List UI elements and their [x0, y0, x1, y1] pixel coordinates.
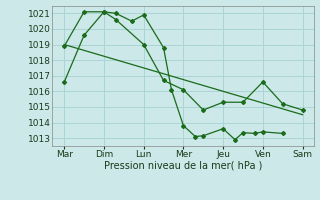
- X-axis label: Pression niveau de la mer( hPa ): Pression niveau de la mer( hPa ): [104, 160, 263, 170]
